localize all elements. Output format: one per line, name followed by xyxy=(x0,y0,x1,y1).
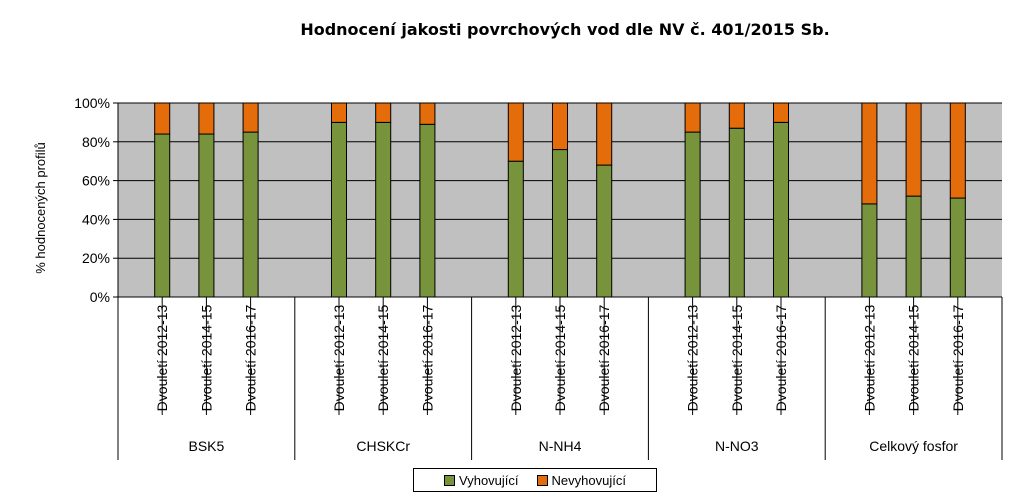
bar-vyhovujici xyxy=(242,131,259,298)
bar-nevyhovujici xyxy=(861,102,878,205)
bar-vyhovujici xyxy=(507,160,524,298)
bar-nevyhovujici xyxy=(728,102,745,129)
bar-nevyhovujici xyxy=(154,102,171,135)
y-tick-label: 100% xyxy=(74,95,110,111)
y-tick-label: 0% xyxy=(90,289,110,305)
bar-nevyhovujici xyxy=(198,102,215,135)
bar-nevyhovujici xyxy=(242,102,259,133)
legend-label-nevyhovujici: Nevyhovující xyxy=(551,472,626,488)
bar-nevyhovujici xyxy=(684,102,701,133)
bar-nevyhovujici xyxy=(419,102,436,125)
bar-nevyhovujici xyxy=(507,102,524,162)
bar-nevyhovujici xyxy=(551,102,569,151)
bar-vyhovujici xyxy=(949,197,966,298)
y-tick-label: 40% xyxy=(82,211,110,227)
bar-vyhovujici xyxy=(905,195,922,298)
legend-label-vyhovujici: Vyhovující xyxy=(459,472,519,488)
x-group-label: N-NO3 xyxy=(715,438,759,454)
legend: Vyhovující Nevyhovující xyxy=(413,468,657,492)
bar-nevyhovujici xyxy=(330,102,348,123)
legend-item-nevyhovujici: Nevyhovující xyxy=(536,472,626,488)
bar-vyhovujici xyxy=(728,127,745,298)
bar-vyhovujici xyxy=(596,164,613,298)
x-group-label: BSK5 xyxy=(188,438,224,454)
y-tick-label: 80% xyxy=(82,134,110,150)
x-group-label: N-NH4 xyxy=(539,438,582,454)
y-tick-label: 20% xyxy=(82,250,110,266)
bar-nevyhovujici xyxy=(949,102,966,199)
y-axis-label: % hodnocených profilů xyxy=(33,142,48,274)
bar-vyhovujici xyxy=(375,121,392,298)
bar-nevyhovujici xyxy=(375,102,392,123)
bar-vyhovujici xyxy=(198,133,215,298)
bar-vyhovujici xyxy=(330,121,348,298)
bar-vyhovujici xyxy=(154,133,171,298)
legend-swatch-vyhovujici xyxy=(444,474,456,486)
bar-vyhovujici xyxy=(419,123,436,298)
y-tick-label: 60% xyxy=(82,173,110,189)
bar-nevyhovujici xyxy=(772,102,790,123)
bar-vyhovujici xyxy=(684,131,701,298)
legend-item-vyhovujici: Vyhovující xyxy=(444,473,519,488)
x-group-label: Celkový fosfor xyxy=(869,438,958,454)
bar-vyhovujici xyxy=(551,149,569,298)
x-group-label: CHSKCr xyxy=(356,438,410,454)
chart-title: Hodnocení jakosti povrchových vod dle NV… xyxy=(300,20,830,39)
bar-vyhovujici xyxy=(861,203,878,298)
bar-nevyhovujici xyxy=(596,102,613,166)
bar-vyhovujici xyxy=(772,121,790,298)
legend-swatch-nevyhovujici xyxy=(536,474,548,486)
bar-nevyhovujici xyxy=(905,102,922,197)
